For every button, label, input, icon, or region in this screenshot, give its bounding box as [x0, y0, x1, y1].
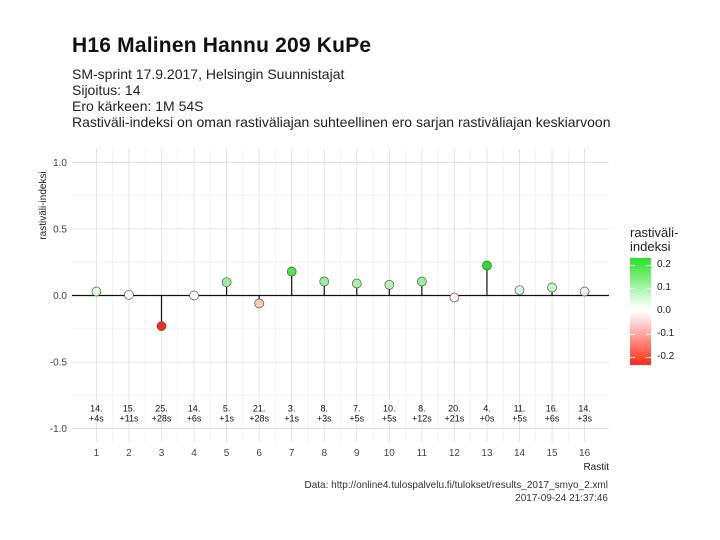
x-tick-label: 10 [384, 448, 396, 459]
x-tick-label: 9 [354, 448, 360, 459]
y-axis-title: rastiväli-indeksi [38, 171, 49, 239]
legend-title-line1: rastiväli- [630, 225, 679, 240]
rank-label: 14. [578, 403, 591, 413]
legend-label-0.1: 0.1 [657, 282, 671, 293]
rank-label: 7. [353, 403, 361, 413]
data-source-caption: Data: http://online4.tulospalvelu.fi/tul… [304, 480, 608, 491]
x-tick-label: 4 [191, 448, 197, 459]
legend-label-minus-0.2: -0.2 [657, 351, 675, 362]
diff-label: +1s [284, 413, 299, 423]
diff-label: +28s [152, 413, 172, 423]
diff-label: +12s [412, 413, 432, 423]
rank-label: 3. [288, 403, 296, 413]
lollipop-point [286, 266, 297, 277]
x-tick-label: 6 [256, 448, 262, 459]
diff-label: +4s [89, 413, 104, 423]
diff-label: +5s [382, 413, 397, 423]
x-tick-label: 1 [94, 448, 100, 459]
lollipop-point [417, 276, 427, 287]
lollipop-point [514, 285, 525, 296]
x-tick-label: 15 [546, 448, 558, 459]
legend-label-0.0: 0.0 [657, 305, 671, 316]
y-tick-label: -1.0 [50, 424, 68, 435]
rank-label: 8. [418, 403, 426, 413]
subtitle-placement: Sijoitus: 14 [72, 82, 141, 98]
lollipop-point [254, 298, 264, 309]
diff-label: +11s [119, 413, 139, 423]
lollipop-point [384, 279, 395, 290]
diff-label: +28s [249, 413, 269, 423]
diff-label: +0s [480, 413, 495, 423]
subtitle-description: Rastiväli-indeksi on oman rastiväliajan … [72, 114, 611, 130]
rank-label: 16. [546, 403, 559, 413]
x-tick-label: 16 [579, 448, 591, 459]
y-tick-label: -0.5 [50, 358, 68, 369]
rank-label: 25. [155, 403, 168, 413]
rank-label: 15. [123, 403, 136, 413]
rank-label: 4. [483, 403, 491, 413]
subtitle-event: SM-sprint 17.9.2017, Helsingin Suunnista… [72, 66, 345, 82]
diff-label: +1s [219, 413, 234, 423]
rank-label: 14. [188, 403, 201, 413]
rank-label: 5. [223, 403, 231, 413]
diff-label: +21s [445, 413, 465, 423]
x-tick-label: 7 [289, 448, 295, 459]
lollipop-point [547, 282, 557, 293]
x-tick-label: 13 [481, 448, 493, 459]
diff-label: +5s [512, 413, 527, 423]
x-tick-label: 14 [514, 448, 526, 459]
y-tick-label: 0.5 [53, 224, 67, 235]
diff-label: +5s [349, 413, 364, 423]
rank-label: 8. [320, 403, 328, 413]
timestamp-caption: 2017-09-24 21:37:46 [515, 493, 608, 504]
lollipop-point [579, 286, 590, 297]
rank-label: 14. [90, 403, 103, 413]
y-tick-label: 0.0 [53, 291, 67, 302]
lollipop-point [124, 289, 134, 300]
legend-title: rastiväli- indeksi [630, 226, 678, 254]
x-tick-label: 5 [224, 448, 230, 459]
lollipop-point [482, 260, 492, 271]
legend-label-minus-0.1: -0.1 [657, 328, 675, 339]
rank-label: 11. [514, 403, 526, 413]
lollipop-point [351, 278, 362, 289]
rank-label: 21. [253, 403, 266, 413]
diff-label: +6s [187, 413, 202, 423]
lollipop-point [156, 321, 167, 331]
x-tick-label: 3 [159, 448, 165, 459]
x-axis-title: Rastit [583, 462, 609, 473]
x-tick-label: 12 [449, 448, 461, 459]
rank-label: 20. [448, 403, 461, 413]
rank-label: 10. [383, 403, 396, 413]
diff-label: +3s [317, 413, 332, 423]
chart-title: H16 Malinen Hannu 209 KuPe [72, 34, 372, 57]
lollipop-point [189, 290, 199, 301]
lollipop-point [91, 286, 102, 297]
legend-label-0.2: 0.2 [657, 259, 671, 270]
y-tick-label: 1.0 [53, 158, 67, 169]
lollipop-point [449, 292, 460, 303]
subtitle-gap: Ero kärkeen: 1M 54S [72, 98, 204, 114]
diff-label: +6s [545, 413, 560, 423]
legend-colorbar [630, 258, 651, 365]
legend-title-line2: indeksi [630, 239, 671, 254]
x-tick-label: 8 [321, 448, 327, 459]
x-tick-label: 2 [126, 448, 132, 459]
lollipop-point [319, 276, 330, 287]
x-tick-label: 11 [417, 448, 428, 459]
diff-label: +3s [577, 413, 592, 423]
lollipop-point [221, 277, 232, 288]
